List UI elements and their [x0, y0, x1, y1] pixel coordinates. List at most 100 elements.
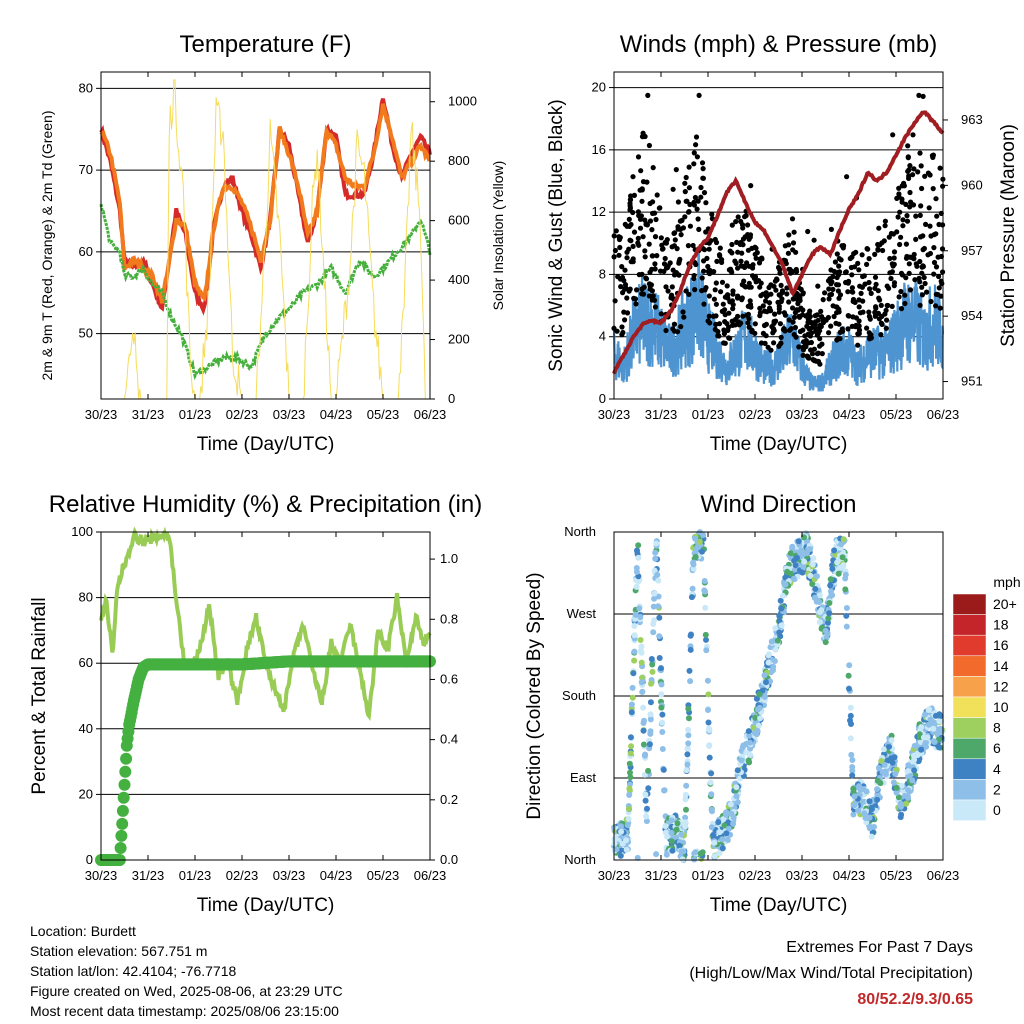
gust-point	[905, 143, 911, 149]
direction-point	[639, 674, 645, 681]
gust-point	[873, 304, 879, 310]
gust-point	[894, 229, 900, 235]
direction-point	[936, 744, 942, 751]
gust-point	[809, 351, 816, 357]
direction-point	[772, 646, 779, 653]
gust-point	[619, 324, 625, 330]
direction-point	[725, 825, 732, 832]
gust-point	[719, 259, 725, 265]
direction-point	[651, 567, 658, 574]
gust-point	[650, 199, 656, 205]
gust-point	[913, 236, 919, 242]
direction-point	[809, 561, 816, 568]
gust-point	[647, 283, 653, 290]
direction-point	[784, 568, 791, 575]
gust-point	[773, 287, 779, 293]
gust-point	[659, 246, 666, 252]
direction-point	[721, 822, 728, 829]
gust-point	[886, 234, 892, 240]
y2-tick-label-temp: 600	[448, 213, 470, 228]
legend-label: 2	[993, 781, 1001, 797]
gust-point	[701, 247, 708, 253]
gust-point	[619, 332, 625, 338]
direction-point	[886, 743, 892, 750]
x-tick-label-rh: 31/23	[132, 868, 165, 883]
direction-point	[696, 539, 703, 545]
gust-point	[646, 142, 653, 149]
gust-point	[794, 307, 800, 313]
gust-point	[817, 361, 823, 367]
gust-point	[631, 295, 637, 301]
direction-point	[838, 541, 845, 548]
direction-point	[922, 739, 929, 746]
direction-point	[868, 804, 875, 811]
gust-point	[738, 320, 744, 326]
gust-point	[899, 199, 905, 205]
y-tick-label-temp: 80	[79, 80, 93, 95]
gust-point	[790, 240, 797, 246]
rain-point	[116, 804, 129, 817]
gust-point	[717, 253, 723, 259]
gust-point	[772, 278, 779, 284]
direction-point	[816, 619, 823, 626]
direction-point	[683, 767, 690, 774]
x-tick-label-temp: 30/23	[85, 407, 118, 422]
direction-point	[842, 571, 849, 578]
direction-point	[826, 600, 833, 606]
x-tick-label-wind: 05/23	[880, 407, 913, 422]
gust-point	[890, 132, 896, 138]
direction-point	[861, 810, 868, 817]
gust-point	[738, 258, 744, 264]
direction-point	[660, 766, 667, 773]
y2-axis-label-temp: Solar Insolation (Yellow)	[490, 161, 506, 311]
gust-point	[867, 316, 873, 322]
x-tick-label-temp: 31/23	[132, 407, 165, 422]
direction-point	[635, 542, 642, 549]
gust-point	[796, 293, 802, 299]
gust-point	[722, 340, 728, 346]
gust-point	[678, 232, 684, 238]
gust-point	[710, 313, 717, 319]
gust-point	[724, 283, 730, 289]
gust-point	[878, 302, 884, 308]
direction-point	[703, 636, 709, 643]
x-tick-label-dir: 30/23	[598, 868, 631, 883]
gust-point	[928, 233, 934, 239]
gust-point	[636, 242, 642, 248]
gust-point	[749, 245, 755, 251]
plot-frame-wind	[613, 71, 944, 400]
legend-label: 8	[993, 720, 1001, 736]
direction-point	[719, 845, 726, 852]
direction-point	[842, 586, 849, 593]
direction-point	[658, 665, 664, 672]
direction-point	[682, 823, 689, 830]
direction-point	[924, 734, 931, 741]
gust-point	[776, 292, 782, 298]
direction-point	[765, 659, 772, 666]
legend-label: 14	[993, 658, 1009, 674]
gust-point	[822, 290, 828, 296]
gust-point	[797, 328, 804, 335]
gust-point	[642, 254, 648, 260]
direction-point	[647, 699, 654, 706]
gust-point	[630, 174, 636, 180]
direction-point	[849, 764, 856, 770]
gust-point	[918, 163, 924, 169]
gust-point	[735, 249, 741, 255]
gust-point	[695, 216, 701, 222]
direction-point	[652, 549, 659, 556]
direction-point	[755, 722, 762, 729]
direction-point	[866, 798, 873, 805]
direction-point	[674, 820, 681, 827]
y2-tick-label-temp: 400	[448, 272, 470, 287]
gust-point	[907, 204, 913, 210]
series-relative-humidity	[99, 526, 432, 721]
gust-point	[627, 203, 633, 209]
gust-point	[897, 209, 903, 215]
gust-point	[815, 283, 821, 289]
gust-point	[904, 213, 910, 219]
gust-point	[691, 161, 697, 167]
gust-point	[703, 229, 709, 235]
gust-point	[698, 194, 704, 200]
direction-point	[689, 585, 696, 592]
